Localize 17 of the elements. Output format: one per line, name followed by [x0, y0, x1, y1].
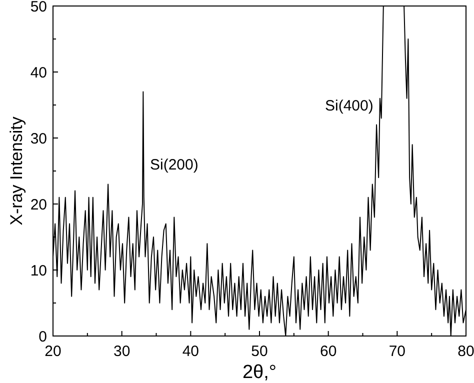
- x-tick-label: 70: [388, 343, 406, 360]
- annotation: Si(200): [150, 156, 198, 174]
- y-tick-label: 0: [38, 328, 47, 346]
- y-tick-label: 30: [30, 130, 47, 148]
- y-tick-label: 20: [30, 196, 47, 214]
- x-tick-label: 30: [113, 343, 130, 360]
- y-tick-label: 50: [30, 0, 47, 16]
- x-tick-label: 40: [182, 343, 200, 360]
- x-tick-label: 50: [251, 343, 268, 360]
- y-tick-label: 10: [30, 262, 47, 280]
- x-tick-label: 20: [44, 343, 62, 360]
- y-axis-title: X-ray Intensity: [6, 116, 26, 226]
- x-tick-label: 80: [458, 343, 474, 360]
- y-tick-label: 40: [30, 64, 47, 82]
- annotation: Si(400): [325, 97, 374, 114]
- x-axis-title: 2θ,°: [242, 362, 277, 383]
- x-tick-label: 60: [320, 343, 337, 360]
